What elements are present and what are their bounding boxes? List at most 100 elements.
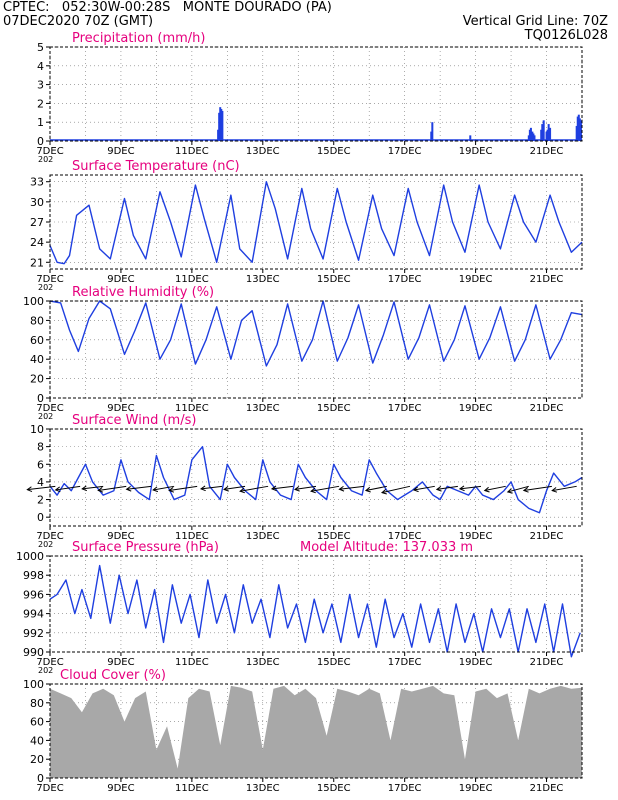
x-tick-label: 21DEC bbox=[530, 783, 564, 794]
precip-bar bbox=[532, 133, 535, 141]
wind-arrow bbox=[98, 485, 127, 491]
precip-bar bbox=[220, 109, 223, 141]
x-tick-label: 7DEC bbox=[36, 657, 63, 668]
x-tick-label: 19DEC bbox=[459, 403, 493, 414]
wind-arrow-head bbox=[152, 486, 159, 493]
precip-bar bbox=[430, 131, 433, 141]
precip-bar bbox=[579, 120, 582, 141]
wind-arrow-head bbox=[293, 486, 300, 492]
x-tick-label: 19DEC bbox=[459, 657, 493, 668]
panel-frame bbox=[49, 683, 583, 779]
x-tick-label: 15DEC bbox=[317, 403, 351, 414]
x-tick-label: 21DEC bbox=[530, 403, 564, 414]
wind-arrow bbox=[271, 485, 294, 490]
wind-arrow bbox=[126, 485, 152, 490]
wind-arrow-head bbox=[125, 485, 132, 492]
x-tick-label: 13DEC bbox=[246, 783, 280, 794]
y-tick-label: 60 bbox=[30, 716, 44, 729]
x-tick-label: 13DEC bbox=[246, 403, 280, 414]
y-tick-label: 2 bbox=[37, 97, 44, 110]
panel-frame bbox=[49, 428, 583, 527]
y-tick-label: 40 bbox=[30, 734, 44, 747]
wind-arrow-head bbox=[97, 487, 104, 493]
precip-bar bbox=[217, 129, 220, 141]
x-tick-label: 17DEC bbox=[388, 783, 422, 794]
wind-arrow-head bbox=[54, 486, 61, 493]
panel-title: Cloud Cover (%) bbox=[60, 668, 166, 683]
x-tick-label: 7DEC bbox=[36, 783, 63, 794]
precip-bar bbox=[541, 124, 544, 141]
series-line bbox=[49, 300, 583, 367]
wind-arrow bbox=[82, 485, 104, 490]
precip-bar bbox=[547, 124, 550, 141]
cloud-cover-area bbox=[50, 685, 582, 778]
x-tick-label: 11DEC bbox=[175, 274, 209, 285]
precip-bar bbox=[527, 135, 530, 141]
x-year-label: 202 bbox=[38, 155, 53, 164]
x-tick-label: 21DEC bbox=[530, 531, 564, 542]
wind-arrow-head bbox=[338, 485, 345, 492]
wind-arrow bbox=[169, 485, 198, 491]
wind-arrow bbox=[413, 485, 435, 491]
series-line bbox=[49, 445, 583, 514]
x-tick-label: 9DEC bbox=[107, 657, 134, 668]
y-tick-label: 3 bbox=[37, 79, 44, 92]
x-tick-label: 7DEC bbox=[36, 531, 63, 542]
wind-arrow-head bbox=[168, 487, 175, 493]
x-tick-label: 9DEC bbox=[107, 274, 134, 285]
x-tick-label: 9DEC bbox=[107, 146, 134, 157]
wind-arrow bbox=[507, 485, 529, 493]
x-tick-label: 21DEC bbox=[530, 657, 564, 668]
y-tick-label: 100 bbox=[23, 295, 44, 308]
y-tick-label: 1000 bbox=[16, 550, 44, 563]
y-tick-label: 0 bbox=[37, 772, 44, 785]
panel-frame bbox=[49, 300, 583, 399]
header-line-2: 07DEC2020 70Z (GMT) bbox=[3, 14, 154, 29]
y-tick-label: 80 bbox=[30, 697, 44, 710]
x-tick-label: 9DEC bbox=[107, 403, 134, 414]
x-tick-label: 7DEC bbox=[36, 403, 63, 414]
wind-arrow bbox=[200, 485, 223, 490]
wind-arrow-head bbox=[199, 485, 206, 492]
x-tick-label: 19DEC bbox=[459, 783, 493, 794]
wind-arrow bbox=[240, 485, 269, 492]
panel-title: Surface Temperature (nC) bbox=[72, 159, 240, 174]
wind-arrow bbox=[27, 485, 56, 491]
panel-title: Precipitation (mm/h) bbox=[72, 31, 205, 46]
wind-arrow bbox=[436, 485, 458, 490]
x-tick-label: 17DEC bbox=[388, 657, 422, 668]
wind-arrow bbox=[365, 485, 388, 492]
y-tick-label: 60 bbox=[30, 334, 44, 347]
x-tick-label: 15DEC bbox=[317, 146, 351, 157]
y-tick-label: 992 bbox=[23, 627, 44, 640]
precip-bar bbox=[219, 107, 222, 141]
wind-arrow bbox=[153, 485, 175, 491]
x-tick-label: 11DEC bbox=[175, 531, 209, 542]
wind-arrow-head bbox=[364, 486, 371, 493]
y-tick-label: 0 bbox=[37, 392, 44, 405]
x-year-label: 202 bbox=[38, 666, 53, 675]
x-tick-label: 15DEC bbox=[317, 657, 351, 668]
x-tick-label: 17DEC bbox=[388, 274, 422, 285]
x-tick-label: 17DEC bbox=[388, 146, 422, 157]
precip-bar bbox=[531, 131, 534, 141]
y-tick-label: 30 bbox=[30, 196, 44, 209]
precip-bar bbox=[540, 129, 543, 141]
y-tick-label: 5 bbox=[37, 41, 44, 54]
panel-frame bbox=[49, 555, 583, 653]
x-year-label: 202 bbox=[38, 540, 53, 549]
precip-bar bbox=[529, 127, 532, 141]
wind-arrow-head bbox=[310, 487, 316, 494]
y-tick-label: 80 bbox=[30, 314, 44, 327]
wind-arrow-head bbox=[270, 485, 277, 492]
precip-bar bbox=[545, 131, 548, 141]
y-tick-label: 21 bbox=[30, 256, 44, 269]
x-tick-label: 9DEC bbox=[107, 531, 134, 542]
x-tick-label: 19DEC bbox=[459, 531, 493, 542]
wind-arrow-head bbox=[435, 486, 442, 492]
x-tick-label: 21DEC bbox=[530, 274, 564, 285]
wind-arrow-head bbox=[223, 486, 229, 492]
wind-arrow bbox=[310, 485, 340, 492]
y-tick-label: 996 bbox=[23, 588, 44, 601]
